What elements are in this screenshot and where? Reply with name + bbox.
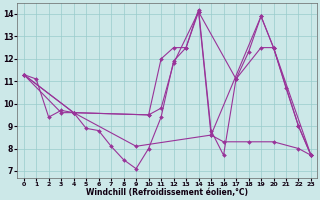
X-axis label: Windchill (Refroidissement éolien,°C): Windchill (Refroidissement éolien,°C) <box>86 188 248 197</box>
